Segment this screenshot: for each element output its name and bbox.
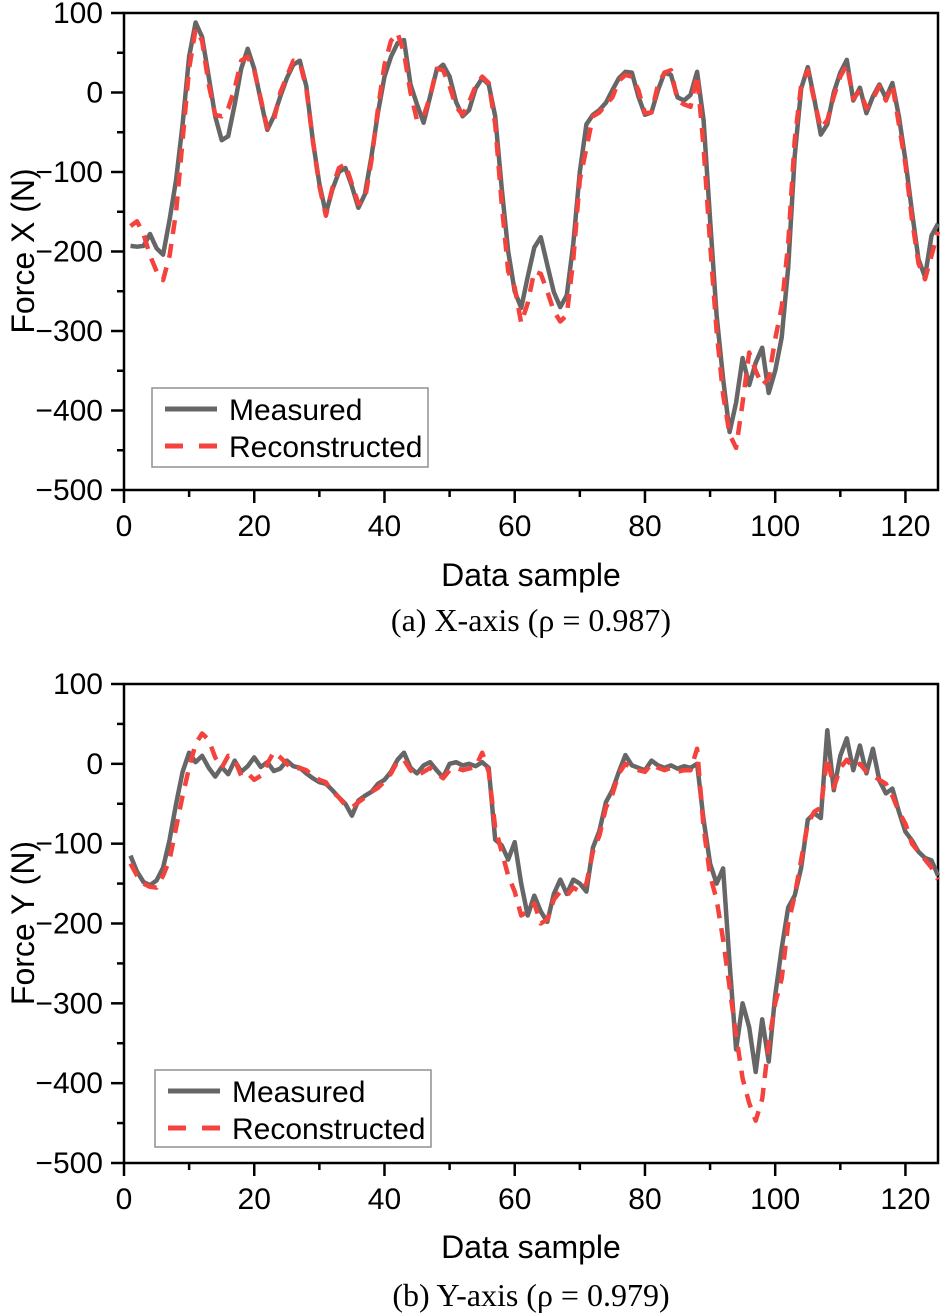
y-tick-label: −100 (35, 828, 103, 861)
x-tick-label: 40 (368, 510, 401, 543)
y-tick-label: −200 (35, 908, 103, 941)
legend-reconstructed-label: Reconstructed (232, 1113, 425, 1146)
x-tick-label: 40 (368, 1183, 401, 1216)
y-tick-label: −200 (35, 236, 103, 269)
force-x-series (129, 20, 941, 451)
x-tick-label: 80 (628, 510, 661, 543)
force-x-figure: 100 0 −100 −200 −300 −400 −500 0 20 40 60 80 100 120 … (5, 0, 941, 638)
legend-box (151, 387, 429, 468)
x-tick-label: 100 (750, 1183, 800, 1216)
legend-box (154, 1069, 432, 1148)
y-tick-label: −500 (35, 474, 103, 507)
y-tick-label: −400 (35, 1067, 103, 1100)
y-tick-label: −500 (35, 1147, 103, 1180)
x-tick-label: 100 (750, 510, 800, 543)
measured-line (130, 20, 940, 435)
y-tick-label: −300 (35, 315, 103, 348)
force-y-y-axis-title: Force Y (N) (5, 841, 41, 1005)
force-y-figure: 100 0 −100 −200 −300 −400 −500 0 20 40 60 80 100 120 … (0, 660, 946, 1315)
legend-reconstructed-label: Reconstructed (229, 431, 422, 464)
y-tick-label: −100 (35, 156, 103, 189)
force-x-x-axis-title: Data sample (441, 557, 621, 593)
force-x-caption: (a) X-axis (ρ = 0.987) (391, 602, 671, 638)
x-tick-label: 20 (238, 1183, 271, 1216)
x-tick-label: 120 (880, 1183, 930, 1216)
x-tick-label: 0 (116, 510, 133, 543)
y-tick-label: 0 (86, 748, 103, 781)
y-tick-label: 100 (53, 0, 103, 30)
force-x-y-axis-title: Force X (N) (5, 168, 41, 333)
x-tick-label: 60 (498, 1183, 531, 1216)
force-y-caption: (b) Y-axis (ρ = 0.979) (392, 1277, 669, 1313)
force-y-x-axis-title: Data sample (441, 1229, 621, 1265)
y-tick-label: −400 (35, 395, 103, 428)
reconstructed-line (128, 731, 940, 1123)
y-tick-label: 0 (86, 77, 103, 110)
x-tick-label: 120 (880, 510, 930, 543)
force-x-legend: Measured Reconstructed (151, 387, 429, 468)
x-tick-label: 80 (628, 1183, 661, 1216)
x-tick-label: 60 (498, 510, 531, 543)
legend-measured-label: Measured (229, 394, 362, 427)
force-y-legend: Measured Reconstructed (154, 1069, 432, 1148)
x-tick-label: 0 (116, 1183, 133, 1216)
force-x-axes: 100 0 −100 −200 −300 −400 −500 0 20 40 60 80 100 120 (35, 0, 940, 543)
force-y-series (128, 728, 941, 1123)
legend-measured-label: Measured (232, 1076, 365, 1109)
reconstructed-line (129, 26, 941, 451)
measured-line (128, 728, 941, 1075)
y-tick-label: 100 (53, 668, 103, 701)
x-tick-label: 20 (238, 510, 271, 543)
force-y-axes: 100 0 −100 −200 −300 −400 −500 0 20 40 60 80 100 120 (35, 668, 940, 1216)
y-tick-label: −300 (35, 987, 103, 1020)
